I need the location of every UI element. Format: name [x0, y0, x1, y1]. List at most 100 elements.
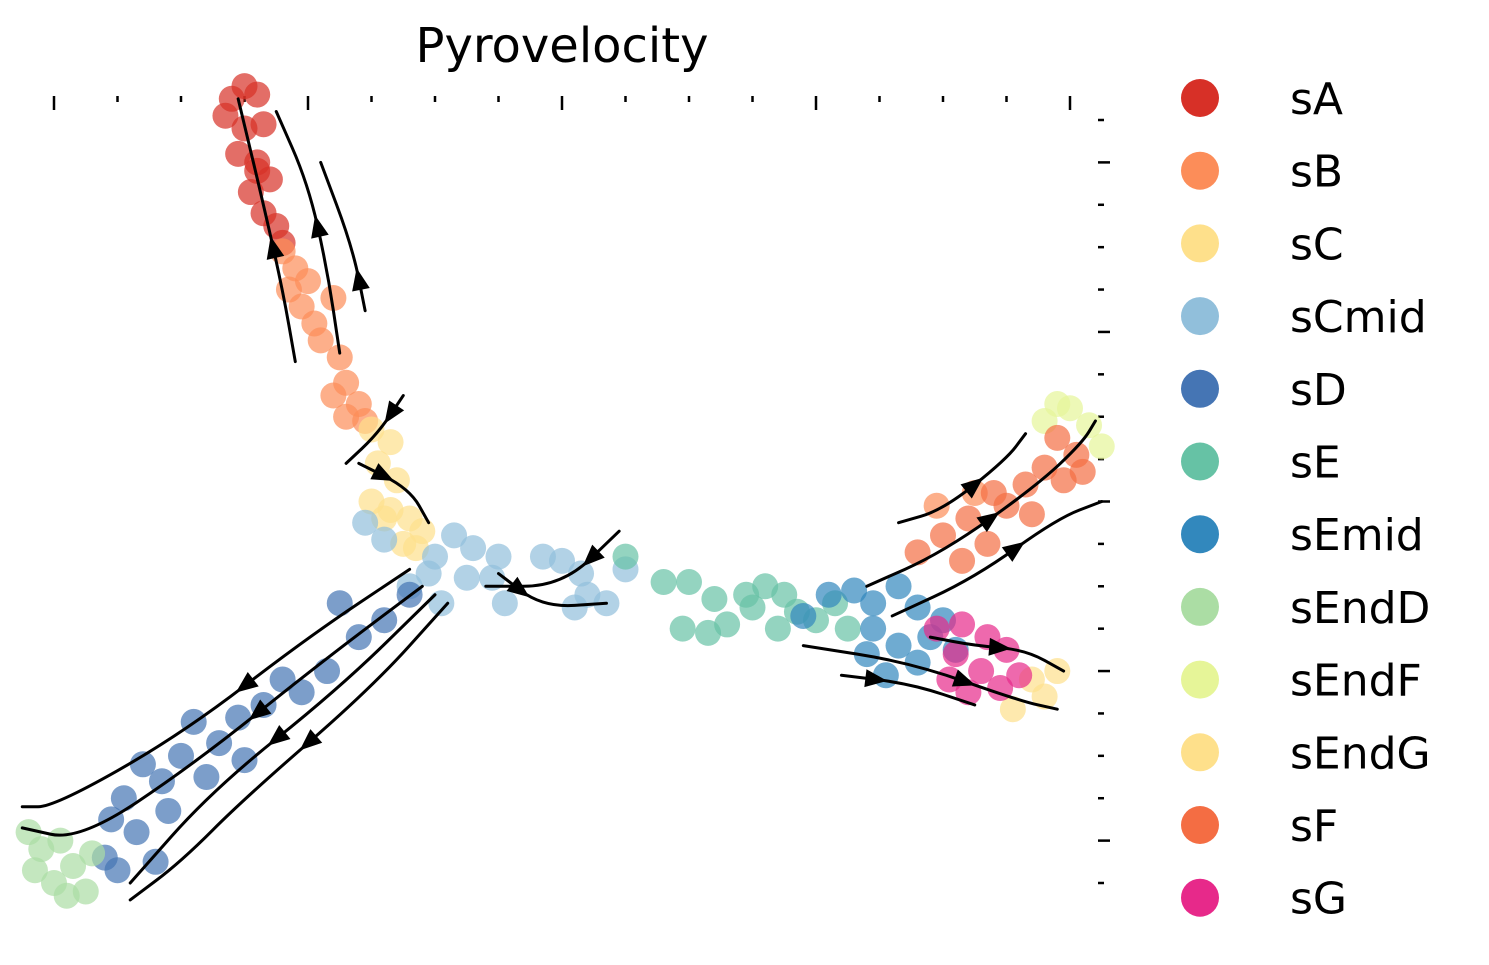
streamline-arrow-icon [248, 699, 272, 721]
point-sE [834, 615, 861, 642]
point-sA [244, 81, 271, 108]
point-sD [142, 848, 169, 875]
point-sF [904, 539, 931, 566]
point-sF [930, 522, 956, 549]
point-sEndF [1076, 412, 1103, 439]
streamline [128, 593, 437, 885]
legend-label: sE [1290, 438, 1341, 489]
point-sD [288, 679, 315, 706]
streamline-arrow-icon [1001, 541, 1025, 562]
point-sF [955, 505, 982, 532]
legend-marker [1181, 660, 1219, 699]
point-sCmid [415, 560, 442, 587]
point-sE [701, 585, 728, 612]
point-sCmid [460, 535, 487, 562]
streamline-arrow-icon [582, 544, 605, 567]
streamline-arrow-icon [506, 576, 530, 598]
point-sCmid [485, 543, 512, 570]
point-sCmid [491, 590, 518, 617]
legend-item: sCmid [1181, 292, 1427, 343]
point-sEndD [53, 882, 80, 909]
legend-label: sEmid [1290, 510, 1424, 561]
legend-marker [1181, 806, 1219, 844]
legend-label: sA [1290, 74, 1343, 125]
streamline [928, 635, 1066, 673]
point-sD [168, 742, 194, 769]
legend-item: sEndF [1181, 656, 1422, 707]
legend-marker [1181, 297, 1219, 336]
point-sEndG [1031, 683, 1058, 710]
streamline-arrow-icon [988, 637, 1012, 656]
legend-item: sEmid [1181, 510, 1424, 561]
streamline-arrow-icon [976, 512, 1000, 533]
point-sG [942, 641, 969, 668]
point-sEndD [21, 857, 48, 884]
legend-item: sE [1181, 438, 1341, 489]
legend-item: sG [1181, 874, 1347, 925]
streamline [801, 644, 1059, 711]
point-sEndF [1044, 391, 1071, 418]
point-sE [695, 619, 722, 646]
legend-item: sD [1181, 365, 1347, 416]
legend-item: sEndG [1181, 728, 1431, 779]
point-sEmid [853, 641, 880, 668]
streamline-arrow-icon [299, 729, 323, 751]
legend-item: sA [1181, 74, 1343, 125]
point-sB [320, 382, 347, 409]
streamline-arrow-icon [266, 236, 285, 260]
streamline-arrow-icon [370, 463, 395, 481]
point-sE [669, 615, 696, 642]
legend-label: sB [1290, 147, 1343, 198]
point-sCmid [561, 594, 588, 621]
legend-item: sF [1181, 801, 1338, 852]
point-sD [123, 819, 150, 846]
point-sEmid [904, 649, 931, 676]
legend-label: sEndF [1290, 656, 1422, 707]
point-sB [295, 268, 321, 295]
point-sEmid [860, 615, 887, 642]
legend-label: sCmid [1290, 292, 1427, 343]
point-sCmid [549, 547, 575, 574]
point-sEndD [79, 840, 106, 867]
legend-item: sC [1181, 219, 1344, 270]
legend-marker [1181, 79, 1219, 117]
velocity-streamlines [20, 97, 1104, 902]
legend-marker [1181, 733, 1219, 772]
point-sB [320, 285, 347, 312]
point-sE [612, 543, 639, 570]
legend-label: sG [1290, 874, 1347, 925]
point-sG [1006, 662, 1033, 689]
legend-item: sEndD [1181, 583, 1430, 634]
streamline [274, 110, 342, 355]
streamline-arrow-icon [951, 669, 976, 687]
point-sB [326, 344, 353, 371]
point-sG [949, 611, 976, 638]
point-sE [764, 615, 791, 642]
legend-marker [1181, 224, 1219, 263]
streamline [236, 97, 297, 364]
point-sB [307, 327, 334, 354]
streamline [897, 432, 1028, 525]
legend: sA sB sC sCmid sD sE sEmid sEndD sEndF sEndG sF sG [1181, 74, 1431, 925]
point-sF [974, 530, 1001, 557]
streamline-arrow-icon [960, 477, 984, 499]
point-sC [377, 429, 404, 456]
legend-label: sD [1290, 365, 1347, 416]
point-sD [314, 658, 341, 685]
streamline [890, 500, 1104, 618]
point-sEndF [1088, 433, 1115, 460]
legend-label: sEndG [1290, 728, 1431, 779]
point-sD [269, 666, 296, 693]
point-sF [1012, 471, 1039, 498]
point-sD [155, 797, 182, 824]
point-sE [650, 569, 677, 596]
point-sCmid [441, 522, 468, 549]
point-sG [968, 658, 995, 685]
point-sCmid [352, 509, 379, 536]
point-sF [949, 547, 976, 574]
streamline [20, 567, 412, 809]
point-sEndD [47, 827, 74, 854]
point-sA [244, 157, 271, 184]
point-sEmid [885, 632, 912, 659]
streamline-arrow-icon [352, 268, 370, 292]
